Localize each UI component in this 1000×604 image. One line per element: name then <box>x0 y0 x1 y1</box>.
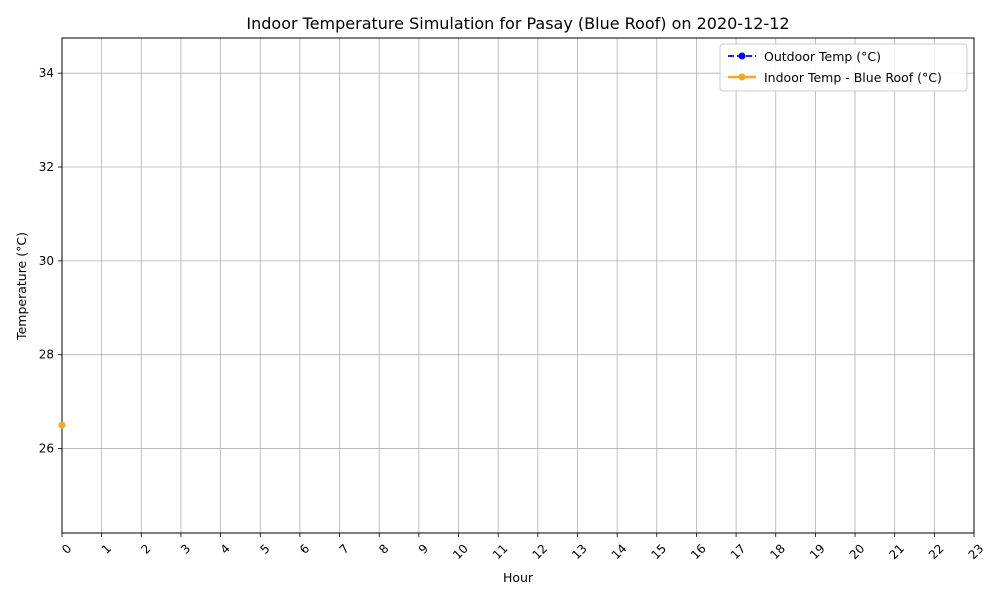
legend-frame <box>719 43 968 92</box>
y-axis-label: Temperature (°C) <box>14 232 29 341</box>
x-tick-label: 14 <box>609 541 630 562</box>
legend-label-outdoor: Outdoor Temp (°C) <box>764 49 881 64</box>
x-axis: 0 1 2 3 4 5 6 7 8 9 10 11 12 13 14 15 16 17 18 19 20 21 22 23 <box>59 533 986 562</box>
x-tick-label: 11 <box>490 541 511 562</box>
x-tick-label: 2 <box>138 541 153 556</box>
chart-title: Indoor Temperature Simulation for Pasay … <box>246 14 789 33</box>
x-tick-label: 20 <box>847 541 868 562</box>
data-point <box>58 421 66 429</box>
legend-entry-outdoor: Outdoor Temp (°C) <box>728 49 881 64</box>
y-tick-label: 30 <box>39 254 54 268</box>
x-tick-label: 4 <box>218 541 233 556</box>
x-tick-label: 15 <box>648 541 669 562</box>
x-tick-label: 18 <box>767 541 788 562</box>
x-axis-label: Hour <box>503 570 534 585</box>
x-tick-label: 19 <box>807 541 828 562</box>
legend-swatch-marker <box>738 73 746 81</box>
x-tick-label: 7 <box>337 541 352 556</box>
x-tick-label: 13 <box>569 541 590 562</box>
x-tick-label: 0 <box>59 541 74 556</box>
x-tick-label: 12 <box>529 541 550 562</box>
legend: Outdoor Temp (°C) Indoor Temp - Blue Roo… <box>719 43 968 92</box>
x-tick-label: 17 <box>728 541 749 562</box>
x-tick-label: 6 <box>297 541 312 556</box>
y-tick-label: 26 <box>39 442 54 456</box>
y-tick-label: 34 <box>39 66 54 80</box>
x-tick-label: 16 <box>688 541 709 562</box>
y-axis: 26 28 30 32 34 <box>39 66 62 456</box>
grid <box>61 38 975 533</box>
legend-swatch-marker <box>738 52 746 60</box>
x-tick-label: 22 <box>926 541 947 562</box>
x-tick-label: 10 <box>450 541 471 562</box>
x-tick-label: 23 <box>966 541 987 562</box>
x-tick-label: 1 <box>99 541 114 556</box>
legend-entry-indoor: Indoor Temp - Blue Roof (°C) <box>728 70 942 85</box>
x-tick-label: 8 <box>376 541 391 556</box>
x-tick-label: 5 <box>257 541 272 556</box>
series-layer <box>58 421 66 429</box>
legend-label-indoor: Indoor Temp - Blue Roof (°C) <box>764 70 942 85</box>
plot-area-frame <box>61 37 975 534</box>
x-tick-label: 3 <box>178 541 193 556</box>
y-tick-label: 28 <box>39 348 54 362</box>
y-tick-label: 32 <box>39 160 54 174</box>
x-tick-label: 9 <box>416 541 431 556</box>
x-tick-label: 21 <box>886 541 907 562</box>
